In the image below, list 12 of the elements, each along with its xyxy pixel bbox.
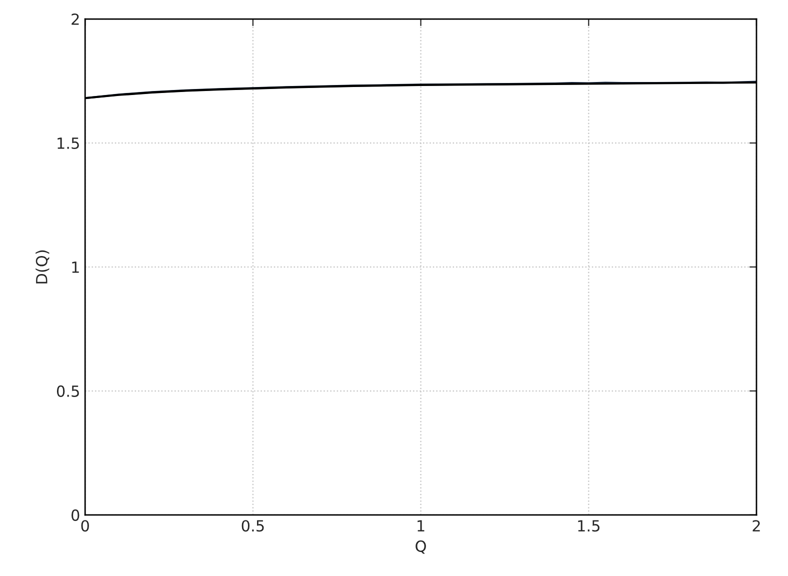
y-tick-label: 0 [72,509,80,521]
y-tick-label: 1 [72,262,79,273]
y-axis-title: D(Q) [36,250,50,284]
x-tick-label: 1.5 [578,520,600,532]
x-tick-label: 2 [752,520,760,532]
y-tick-label: 1.5 [58,138,79,150]
y-tick-label: 0.5 [56,385,79,397]
x-tick-label: 0 [81,520,89,532]
x-tick-label: 0.5 [242,520,264,532]
x-tick-label: 1 [418,520,424,532]
y-tick-label: 2 [72,13,79,25]
x-axis-title: Q [416,540,426,554]
